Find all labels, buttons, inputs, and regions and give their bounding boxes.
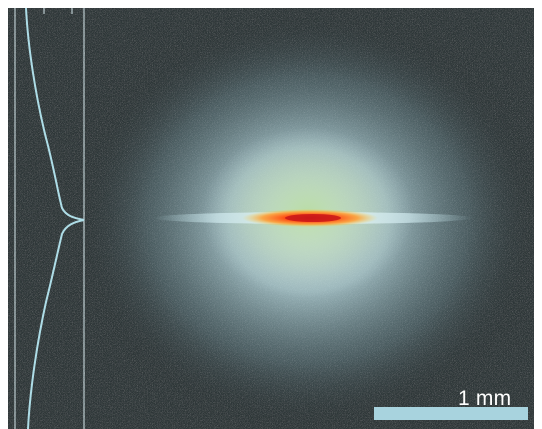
beam-image [8,8,534,429]
scale-bar-label: 1 mm [458,387,512,410]
scale-bar [374,407,528,420]
beam-core-peak [285,214,341,222]
beam-image-panel: 1 mm [8,8,534,429]
vertical-intensity-profile [25,8,85,429]
